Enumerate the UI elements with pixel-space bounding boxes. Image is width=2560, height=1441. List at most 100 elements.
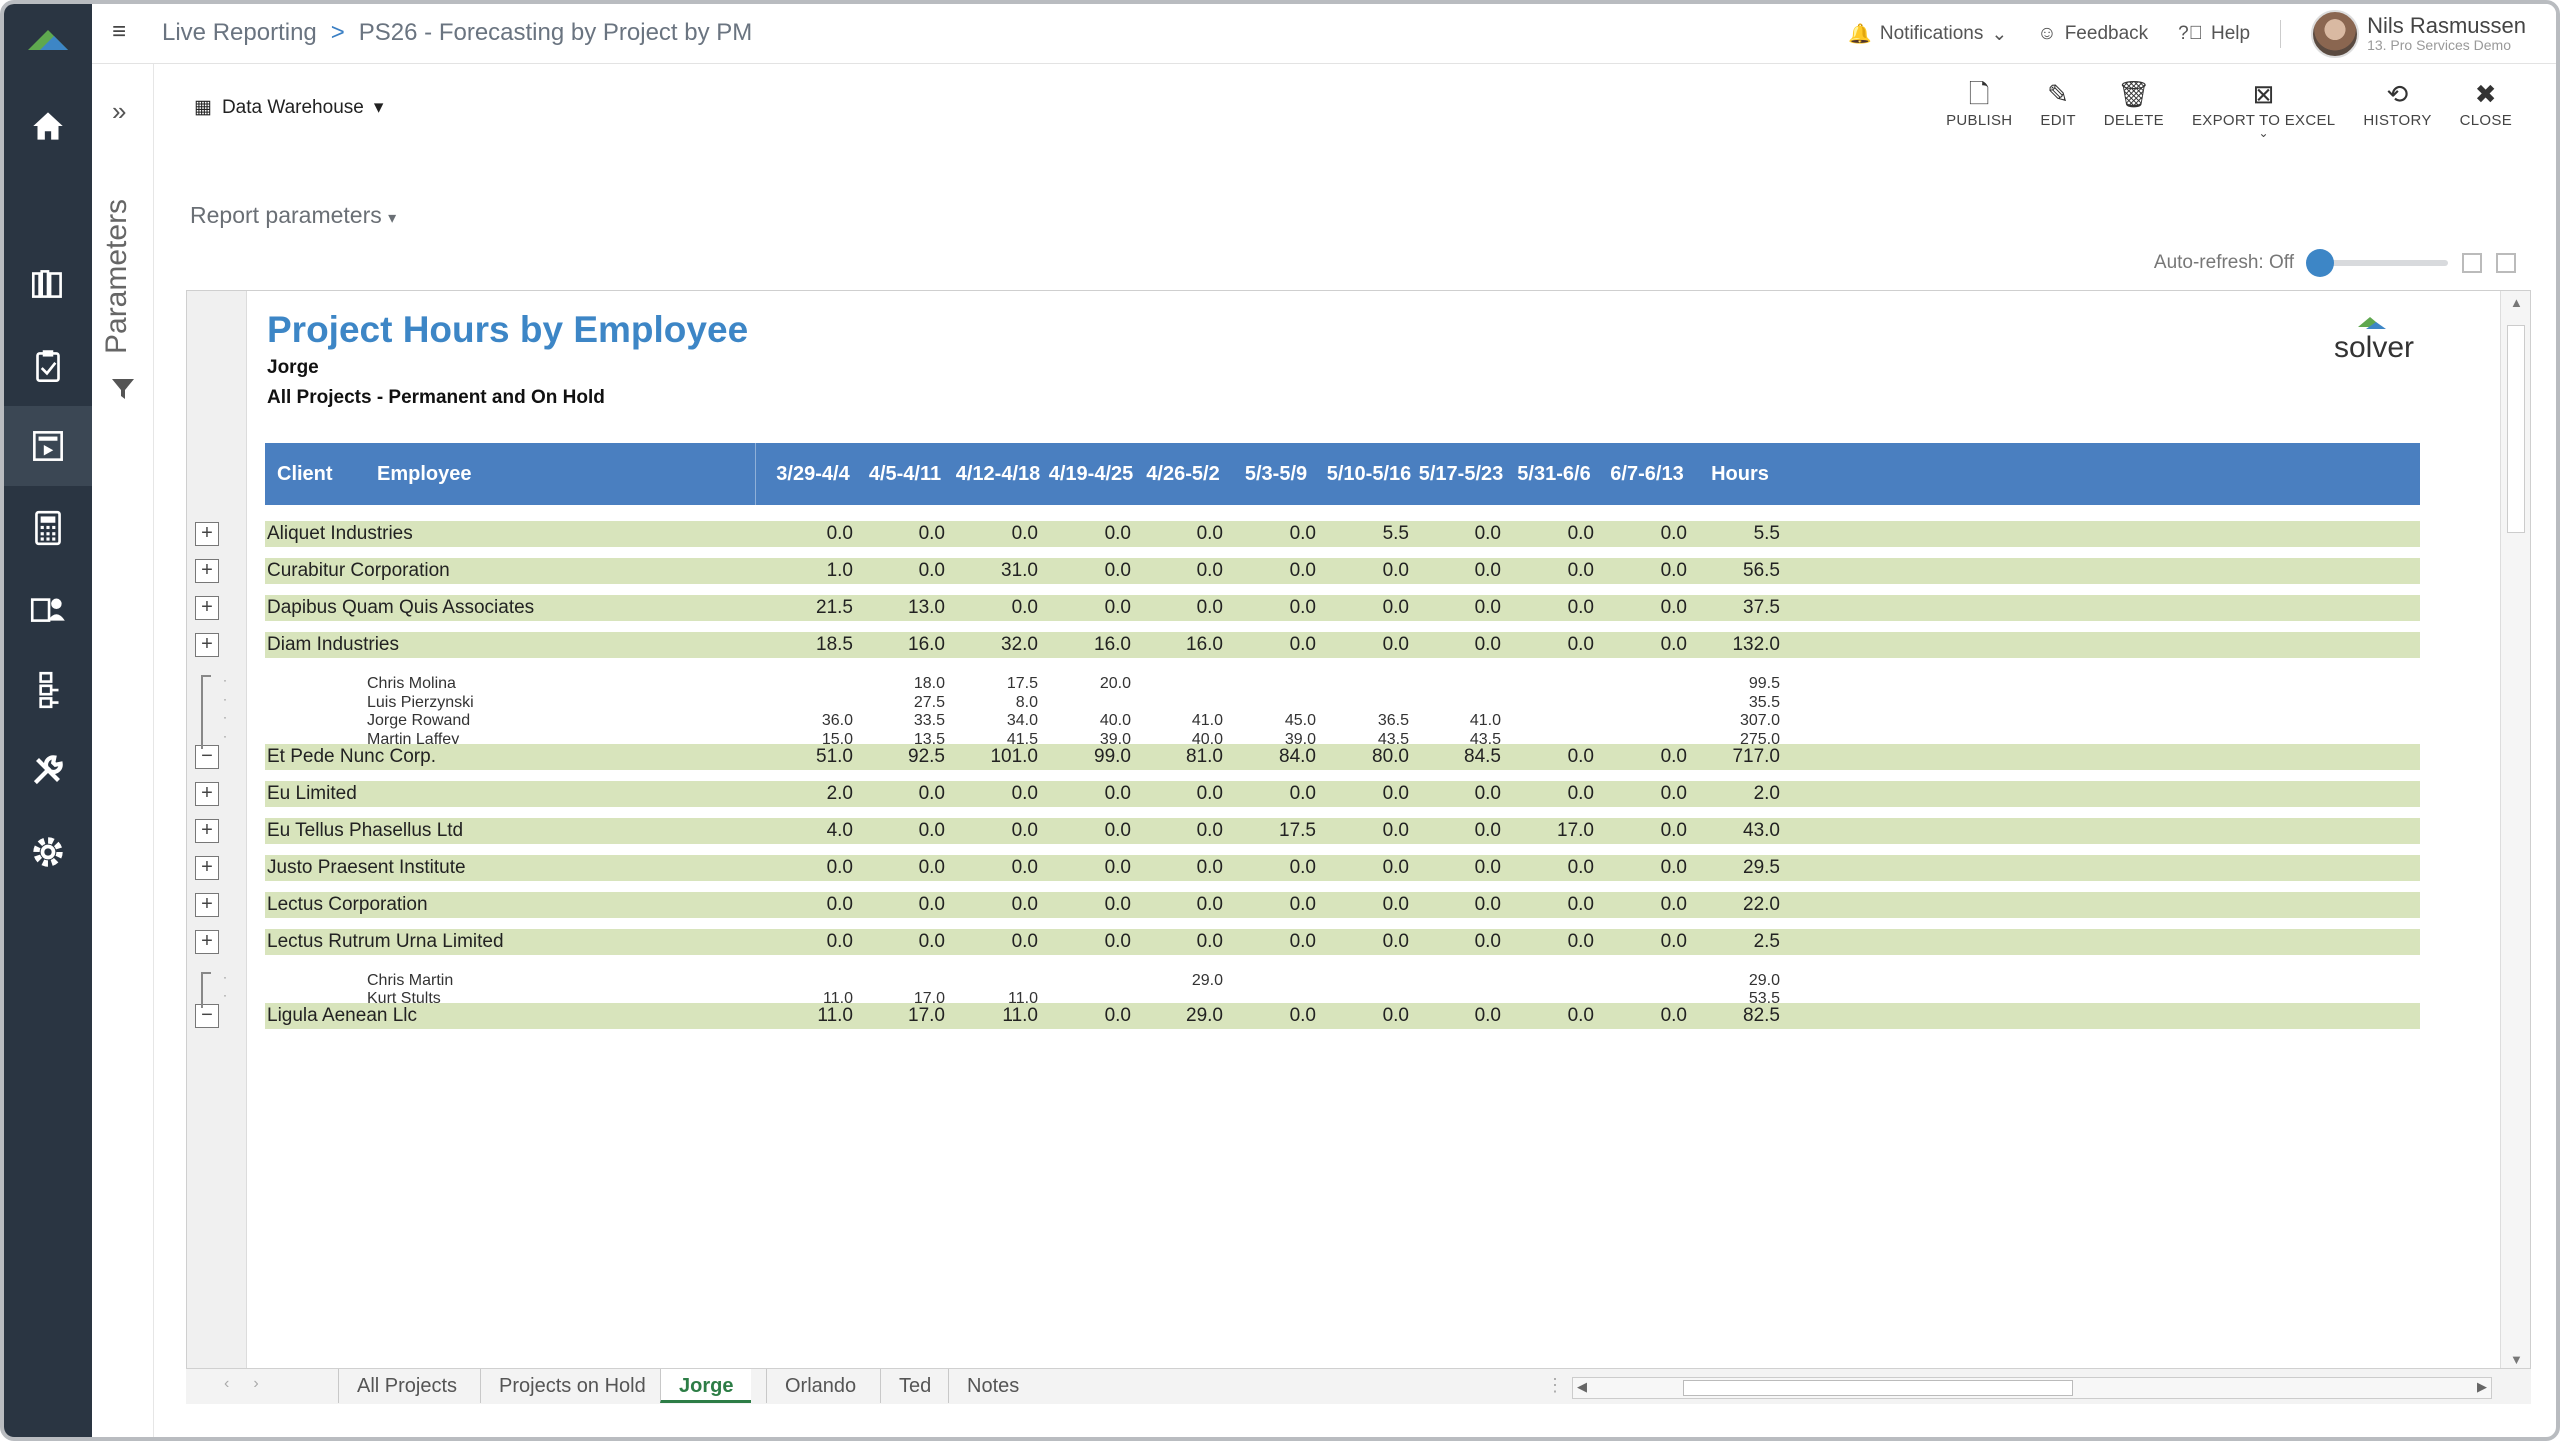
hours-cell: 0.0 bbox=[1567, 597, 1594, 618]
horizontal-scroll-thumb[interactable] bbox=[1683, 1380, 2073, 1396]
vertical-scroll-thumb[interactable] bbox=[2507, 325, 2525, 533]
expand-row-button[interactable]: + bbox=[195, 781, 219, 806]
delete-button[interactable]: 🗑 DELETE bbox=[2090, 76, 2178, 137]
expand-row-button[interactable]: + bbox=[195, 633, 219, 657]
hours-cell: 16.0 bbox=[1186, 634, 1223, 655]
table-row: Lectus Corporation 0.0 0.0 0.0 0.0 0.0 0.0 0.0 0… bbox=[265, 891, 2420, 918]
help-button[interactable]: ?⃝ Help bbox=[2178, 23, 2250, 45]
expand-row-button[interactable]: + bbox=[195, 522, 219, 546]
expand-row-button[interactable]: + bbox=[195, 855, 219, 880]
divider bbox=[2280, 20, 2282, 48]
parameters-panel: » Parameters bbox=[92, 64, 154, 1437]
table-header: Client Employee 3/29-4/4 4/5-4/11 4/12-4/18 4… bbox=[265, 443, 2420, 505]
tab-navigation-arrows[interactable]: ‹› bbox=[224, 1375, 283, 1392]
expand-row-button[interactable]: + bbox=[195, 818, 219, 843]
report-parameters-label: Report parameters bbox=[190, 202, 382, 228]
export-to-excel-button[interactable]: ⊠ EXPORT TO EXCEL ⌄ bbox=[2178, 76, 2349, 139]
column-header: 5/31-6/6 bbox=[1517, 463, 1591, 485]
hamburger-menu-icon[interactable]: ≡ bbox=[112, 18, 127, 45]
hours-cell: 0.0 bbox=[1660, 893, 1687, 915]
hours-cell: 11.0 bbox=[1008, 990, 1038, 1007]
client-name: Aliquet Industries bbox=[267, 523, 413, 544]
tab-ted[interactable]: Ted bbox=[880, 1369, 949, 1403]
pencil-icon: ✎ bbox=[2047, 79, 2070, 109]
hours-cell: 16.0 bbox=[908, 634, 945, 655]
clipboard-icon[interactable] bbox=[4, 326, 92, 406]
hours-cell: 0.0 bbox=[1474, 634, 1501, 655]
hours-cell: 43.0 bbox=[1743, 819, 1780, 841]
hours-cell: 0.0 bbox=[1104, 819, 1131, 841]
tab-notes[interactable]: Notes bbox=[948, 1369, 1037, 1403]
expand-row-button[interactable]: + bbox=[195, 892, 219, 917]
hours-cell: 29.0 bbox=[1186, 1005, 1223, 1026]
library-icon[interactable] bbox=[4, 244, 92, 324]
horizontal-scrollbar[interactable]: ◀ ▶ bbox=[1572, 1377, 2492, 1399]
edit-button[interactable]: ✎ EDIT bbox=[2026, 76, 2089, 137]
hours-cell: 0.0 bbox=[1474, 560, 1501, 581]
hours-cell: 0.0 bbox=[1660, 560, 1687, 581]
hours-cell: 82.5 bbox=[1743, 1005, 1780, 1026]
reports-icon[interactable] bbox=[4, 406, 92, 486]
chevron-down-icon: ⌄ bbox=[1991, 23, 2008, 45]
expand-row-button[interactable]: + bbox=[195, 559, 219, 583]
auto-refresh-slider[interactable] bbox=[2306, 249, 2448, 277]
user-data-icon[interactable] bbox=[4, 568, 92, 648]
hierarchy-icon[interactable] bbox=[4, 650, 92, 730]
notifications-button[interactable]: 🔔 Notifications ⌄ bbox=[1848, 22, 2007, 46]
report-parameters-toggle[interactable]: Report parameters ▾ bbox=[190, 202, 396, 229]
expand-icon[interactable] bbox=[2462, 253, 2482, 273]
parameters-label[interactable]: Parameters bbox=[100, 198, 133, 354]
history-button[interactable]: ⟲ HISTORY bbox=[2349, 76, 2445, 137]
hours-cell: 0.0 bbox=[1104, 523, 1131, 544]
hours-cell: 11.0 bbox=[1002, 1005, 1038, 1026]
column-header: Hours bbox=[1711, 463, 1769, 485]
slider-knob[interactable] bbox=[2306, 249, 2334, 277]
breadcrumb-app-link[interactable]: Live Reporting bbox=[162, 19, 317, 46]
grid-icon[interactable] bbox=[2496, 253, 2516, 273]
home-icon[interactable] bbox=[4, 86, 92, 166]
data-source-selector[interactable]: ▦ Data Warehouse ▾ bbox=[194, 96, 383, 119]
hours-cell: 29.5 bbox=[1743, 856, 1780, 878]
close-button[interactable]: ✖ CLOSE bbox=[2446, 76, 2526, 137]
scroll-right-icon[interactable]: ▶ bbox=[2477, 1379, 2487, 1394]
hours-cell: 45.0 bbox=[1284, 712, 1316, 729]
splitter-grip-icon[interactable]: ⋮ bbox=[1546, 1375, 1564, 1395]
user-org: 13. Pro Services Demo bbox=[2367, 37, 2512, 54]
app-logo-icon[interactable] bbox=[24, 26, 72, 52]
filter-icon[interactable] bbox=[110, 376, 136, 402]
scroll-down-icon[interactable]: ▼ bbox=[2510, 1352, 2523, 1367]
hours-cell: 0.0 bbox=[1196, 819, 1223, 841]
tab-projects-on-hold[interactable]: Projects on Hold bbox=[480, 1369, 664, 1403]
hours-cell: 32.0 bbox=[1001, 634, 1038, 655]
expand-row-button[interactable]: + bbox=[195, 596, 219, 620]
user-menu[interactable]: Nils Rasmussen 13. Pro Services Demo bbox=[2311, 10, 2526, 58]
table-row: Diam Industries 18.5 16.0 32.0 16.0 16.0 0.0 0.… bbox=[265, 632, 2420, 658]
expand-row-button[interactable]: + bbox=[195, 929, 219, 954]
scroll-left-icon[interactable]: ◀ bbox=[1577, 1379, 1587, 1394]
tools-icon[interactable] bbox=[4, 730, 92, 810]
tab-jorge[interactable]: Jorge bbox=[660, 1369, 752, 1403]
hours-cell: 33.5 bbox=[913, 712, 945, 729]
collapse-row-button[interactable]: − bbox=[195, 1004, 219, 1028]
detail-row: Chris Martin 29.0 29.0 bbox=[265, 968, 2420, 994]
scroll-up-icon[interactable]: ▲ bbox=[2510, 295, 2523, 310]
calculator-icon[interactable] bbox=[4, 488, 92, 568]
table-row: Curabitur Corporation 1.0 0.0 31.0 0.0 0.0 0.0… bbox=[265, 558, 2420, 584]
group-bracket bbox=[201, 675, 211, 749]
hours-cell: 0.0 bbox=[1289, 560, 1316, 581]
top-right-menu: 🔔 Notifications ⌄ ☺ Feedback ?⃝ Help Nil… bbox=[1848, 4, 2526, 64]
tab-all-projects[interactable]: All Projects bbox=[338, 1369, 475, 1403]
hours-cell: 0.0 bbox=[1660, 745, 1687, 767]
collapse-row-button[interactable]: − bbox=[195, 744, 219, 769]
vertical-scrollbar[interactable]: ▲ ▼ bbox=[2500, 291, 2530, 1369]
settings-gear-icon[interactable] bbox=[4, 812, 92, 892]
expand-parameters-icon[interactable]: » bbox=[112, 96, 127, 126]
hours-cell: 0.0 bbox=[1289, 523, 1316, 544]
hours-cell: 0.0 bbox=[1104, 560, 1131, 581]
feedback-button[interactable]: ☺ Feedback bbox=[2037, 23, 2148, 45]
hours-cell: 31.0 bbox=[1001, 560, 1038, 581]
publish-button[interactable]: 🗋 PUBLISH bbox=[1932, 76, 2026, 137]
client-name: Lectus Corporation bbox=[267, 893, 428, 915]
tab-orlando[interactable]: Orlando bbox=[766, 1369, 874, 1403]
hours-cell: 0.0 bbox=[1196, 930, 1223, 952]
